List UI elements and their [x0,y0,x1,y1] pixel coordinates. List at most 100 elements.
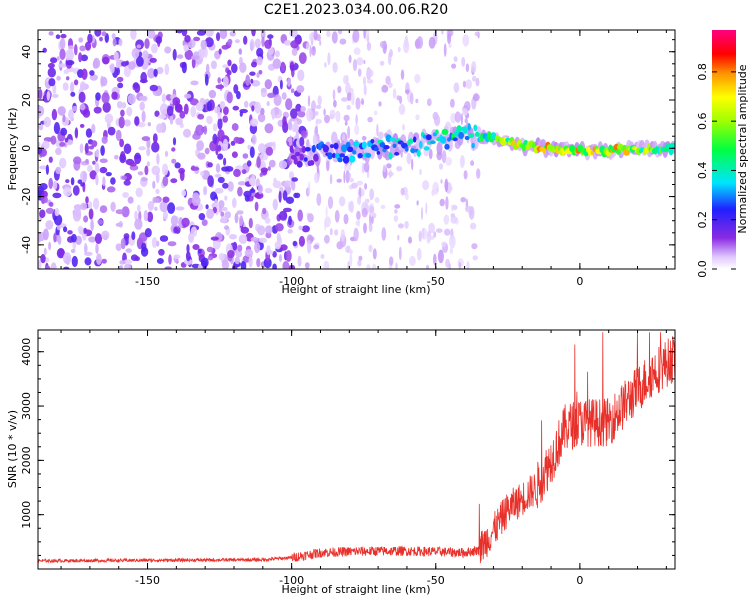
heatmap-noise-cell [162,196,170,203]
heatmap-noise-cell [451,63,457,69]
heatmap-noise-cell [191,57,196,69]
heatmap-noise-cell [184,258,193,265]
heatmap-noise-cell [465,79,473,89]
heatmap-noise-cell [104,113,114,124]
heatmap-noise-cell [369,205,375,214]
heatmap-noise-cell [75,208,82,219]
heatmap-noise-cell [102,56,110,65]
heatmap-noise-cell [475,77,480,87]
heatmap-noise-cell [72,185,80,196]
heatmap-noise-cell [204,147,210,155]
heatmap-noise-cell [157,114,167,119]
heatmap-noise-cell [297,110,306,118]
heatmap-noise-cell [363,30,366,39]
heatmap-noise-cell [396,95,401,101]
heatmap-noise-cell [38,141,41,148]
heatmap-noise-cell [337,85,342,94]
heatmap-noise-cell [140,71,147,84]
heatmap-noise-cell [53,214,63,226]
heatmap-noise-cell [224,211,232,219]
heatmap-noise-cell [469,222,477,230]
colorbar-tick-label: 0.6 [696,112,709,130]
heatmap-ridge-cell [416,150,421,157]
heatmap-noise-cell [260,167,269,173]
snr-frame [37,329,676,570]
heatmap-noise-cell [233,84,239,94]
heatmap-noise-cell [185,251,191,262]
heatmap-noise-cell [181,30,188,37]
heatmap-noise-cell [72,105,78,112]
heatmap-noise-cell [242,153,249,159]
heatmap-noise-cell [338,196,346,207]
heatmap-noise-cell [40,254,46,264]
heatmap-noise-cell [227,250,235,259]
heatmap-noise-cell [56,225,61,231]
heatmap-noise-cell [343,164,351,173]
heatmap-noise-cell [78,52,83,63]
heatmap-noise-cell [433,231,437,238]
heatmap-ridge-cell [430,140,436,144]
heatmap-noise-cell [260,107,265,116]
heatmap-noise-cell [204,37,214,48]
heatmap-noise-cell [287,119,293,131]
heatmap-noise-cell [47,67,56,78]
heatmap-noise-cell [349,249,353,255]
heatmap-noise-cell [203,125,208,135]
heatmap-noise-cell [131,48,140,59]
heatmap-noise-cell [78,37,84,43]
heatmap-noise-cell [313,244,320,250]
heatmap-noise-cell [425,264,430,269]
heatmap-noise-cell [214,106,221,114]
heatmap-noise-cell [212,123,218,132]
heatmap-noise-cell [222,115,228,123]
heatmap-noise-cell [60,33,67,39]
heatmap-noise-cell [464,205,472,213]
y-tick-label: 2000 [20,446,33,474]
heatmap-noise-cell [326,30,331,38]
heatmap-noise-cell [155,188,160,195]
heatmap-noise-cell [156,258,164,264]
heatmap-noise-cell [374,197,380,204]
heatmap-noise-cell [428,222,435,234]
heatmap-noise-cell [38,147,43,155]
heatmap-noise-cell [298,225,303,231]
heatmap-noise-cell [190,106,197,118]
heatmap-noise-cell [317,95,322,106]
heatmap-noise-cell [266,101,270,107]
heatmap-noise-cell [329,174,333,185]
heatmap-noise-cell [123,179,131,186]
heatmap-noise-cell [181,61,187,74]
heatmap-noise-cell [123,233,130,240]
heatmap-noise-cell [200,257,209,268]
heatmap-noise-cell [94,30,102,37]
heatmap-noise-cell [332,89,336,101]
heatmap-noise-cell [136,204,141,212]
heatmap-noise-cell [282,207,292,213]
heatmap-noise-cell [353,227,359,242]
heatmap-noise-cell [168,254,172,265]
heatmap-noise-cell [97,219,104,225]
heatmap-ridge-cell [408,138,414,144]
heatmap-noise-cell [361,135,367,141]
heatmap-noise-cell [63,69,69,75]
heatmap-noise-cell [327,52,331,66]
heatmap-noise-cell [57,106,66,116]
heatmap-noise-cell [282,190,288,201]
heatmap-noise-cell [222,138,229,151]
figure-title: C2E1.2023.034.00.06.R20 [264,2,448,18]
heatmap-ridge-cell [467,123,471,131]
y-tick-label: -40 [20,236,33,254]
heatmap-noise-cell [64,137,69,143]
heatmap-noise-cell [476,168,481,179]
heatmap-noise-cell [441,150,447,164]
heatmap-noise-cell [409,255,416,267]
y-tick-label: -20 [20,188,33,206]
heatmap-noise-cell [217,111,222,120]
heatmap-noise-cell [38,88,43,100]
heatmap-noise-cell [63,187,72,197]
heatmap-noise-cell [229,31,236,37]
heatmap-noise-cell [267,47,274,55]
heatmap-noise-cell [207,162,213,168]
heatmap-noise-cell [51,108,58,121]
heatmap-noise-cell [227,69,232,76]
